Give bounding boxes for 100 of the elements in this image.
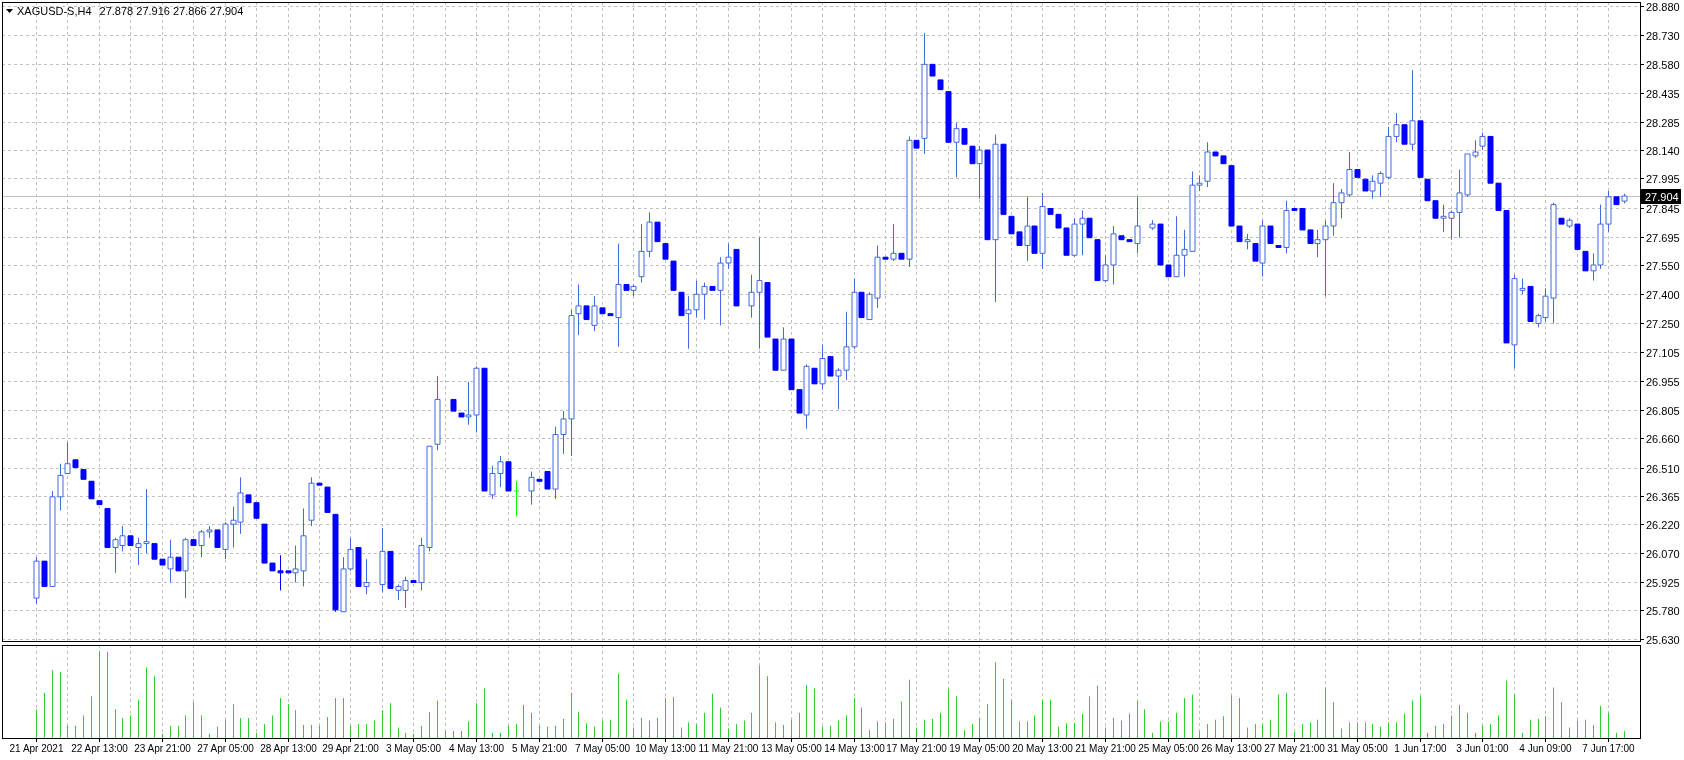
candlestick <box>1031 225 1038 254</box>
y-tick-label: 28.285 <box>1646 116 1680 129</box>
x-tick-label: 19 May 05:00 <box>949 743 1011 754</box>
candlestick <box>104 508 111 548</box>
x-tick-label: 29 Apr 21:00 <box>322 743 380 754</box>
candlestick <box>623 283 630 291</box>
candlestick <box>324 486 331 513</box>
candlestick <box>772 338 779 371</box>
y-tick-label: 27.845 <box>1646 202 1680 215</box>
y-tick-label: 28.730 <box>1646 29 1680 42</box>
candlestick <box>1102 254 1109 284</box>
candlestick <box>819 344 826 391</box>
candlestick <box>473 365 480 434</box>
candlestick <box>1157 223 1164 266</box>
x-tick-label: 4 May 13:00 <box>448 743 505 754</box>
candlestick <box>481 367 488 492</box>
candlestick <box>308 476 315 527</box>
x-tick-label: 13 May 05:00 <box>761 743 823 754</box>
y-tick-label: 26.805 <box>1646 404 1680 417</box>
candlestick <box>1409 69 1416 151</box>
y-tick-label: 26.070 <box>1646 547 1680 560</box>
y-tick-label: 26.365 <box>1646 490 1680 503</box>
candlestick <box>1401 124 1408 145</box>
candlestick <box>890 223 897 262</box>
x-tick-label: 7 Jun 17:00 <box>1582 743 1636 754</box>
y-tick-label: 27.400 <box>1646 288 1680 301</box>
candlestick <box>1094 239 1101 282</box>
x-tick-label: 21 Apr 2021 <box>9 743 64 754</box>
x-tick-label: 23 Apr 21:00 <box>134 743 192 754</box>
candlestick <box>465 381 472 426</box>
y-tick-label: 27.995 <box>1646 172 1680 185</box>
candlestick <box>976 145 983 200</box>
candlestick <box>630 283 637 297</box>
candlestick <box>1566 217 1573 229</box>
candlestick <box>379 527 386 593</box>
candlestick <box>1362 178 1369 192</box>
candlestick <box>662 243 669 260</box>
x-tick-label: 25 May 05:00 <box>1138 743 1200 754</box>
candlestick <box>969 145 976 165</box>
candlestick <box>363 558 370 595</box>
candlestick <box>1613 196 1620 206</box>
candlestick <box>64 441 71 474</box>
candlestick <box>513 480 520 517</box>
ref-line-label: 27.904 <box>1645 190 1679 203</box>
x-tick-label: 3 Jun 01:00 <box>1456 743 1510 754</box>
candlestick <box>355 546 362 587</box>
candlestick <box>811 367 818 385</box>
candlestick <box>709 285 716 291</box>
candlestick <box>33 556 40 605</box>
candlestick <box>1574 223 1581 250</box>
candlestick <box>913 139 920 149</box>
candlestick <box>1479 132 1486 151</box>
candlestick <box>175 556 182 572</box>
y-tick-label: 25.630 <box>1646 633 1680 646</box>
y-tick-label: 27.695 <box>1646 231 1680 244</box>
x-tick-label: 20 May 13:00 <box>1012 743 1074 754</box>
candlestick <box>992 133 999 303</box>
candlestick <box>1165 264 1172 278</box>
candlestick <box>937 79 944 91</box>
candlestick <box>945 91 952 143</box>
x-tick-label: 21 May 21:00 <box>1075 743 1137 754</box>
candlestick <box>780 326 787 371</box>
x-tick-label: 31 May 05:00 <box>1327 743 1389 754</box>
chart-subtitle: 27.878 27.916 27.866 27.904 <box>99 5 244 17</box>
x-tick-label: 22 Apr 13:00 <box>71 743 129 754</box>
x-tick-label: 17 May 21:00 <box>886 743 948 754</box>
candlestick <box>827 356 834 377</box>
candlestick <box>764 282 771 338</box>
candlestick <box>575 283 582 336</box>
candlestick <box>434 375 441 451</box>
candlestick <box>167 539 174 584</box>
chart-title: XAGUSD-S,H4 <box>17 5 92 17</box>
candlestick <box>898 252 905 260</box>
candlestick <box>1558 217 1565 225</box>
candlestick <box>1110 225 1117 285</box>
candlestick <box>1204 141 1211 188</box>
x-tick-label: 26 May 13:00 <box>1201 743 1263 754</box>
candlestick <box>984 149 991 241</box>
candlestick <box>1086 217 1093 239</box>
candlestick <box>929 63 936 77</box>
candlestick <box>458 412 465 418</box>
candlestick <box>858 291 865 319</box>
candlestick <box>182 537 189 599</box>
candlestick <box>1259 219 1266 278</box>
x-tick-label: 5 May 21:00 <box>511 743 568 754</box>
candlestick <box>1275 245 1282 248</box>
candlestick <box>410 580 417 584</box>
candlestick <box>1134 196 1141 254</box>
candlestick <box>615 243 622 348</box>
y-tick-label: 27.105 <box>1646 346 1680 359</box>
candlestick <box>591 295 598 332</box>
candlestick <box>583 305 590 321</box>
candlestick <box>96 500 103 506</box>
candlestick <box>450 398 457 412</box>
candlestick <box>72 459 79 469</box>
candlestick <box>733 248 740 307</box>
candlestick <box>332 513 339 613</box>
candlestick <box>882 256 889 260</box>
candlestick <box>261 523 268 564</box>
x-tick-label: 27 Apr 05:00 <box>197 743 255 754</box>
